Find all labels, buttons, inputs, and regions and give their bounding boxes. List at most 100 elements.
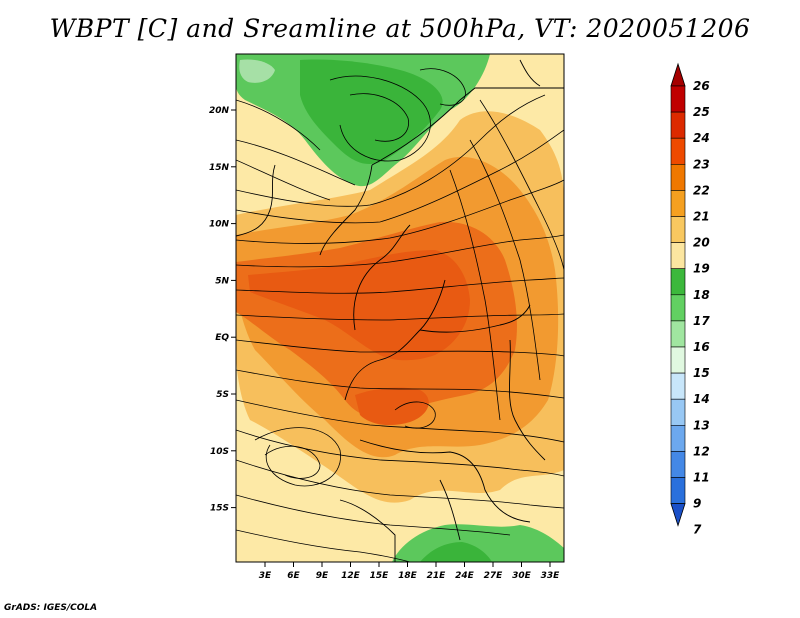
streamline — [236, 234, 564, 268]
streamline — [254, 427, 341, 487]
colorbar-swatch — [670, 190, 686, 217]
streamline — [236, 529, 411, 562]
colorbar-swatch — [670, 346, 686, 374]
colorbar-label: 14 — [693, 392, 710, 406]
colorbar-swatch — [670, 268, 686, 296]
lat-tick-label: EQ — [215, 333, 229, 343]
colorbar-swatch — [670, 111, 686, 139]
colorbar-label: 26 — [693, 79, 710, 93]
colorbar-label: 7 — [693, 523, 702, 537]
colorbar-label: 18 — [693, 288, 710, 302]
border-line — [339, 499, 396, 562]
border-line — [236, 164, 276, 237]
colorbar-swatch — [670, 398, 686, 426]
lon-tick-label: 33E — [541, 571, 561, 581]
streamline — [349, 93, 409, 142]
streamline — [236, 139, 356, 186]
colorbar-swatch — [670, 164, 686, 191]
lat-tick-label: 15S — [210, 504, 229, 514]
colorbar-label: 21 — [693, 210, 710, 224]
colorbar-swatch — [670, 216, 686, 243]
shade-16-17-south — [420, 542, 492, 562]
streamline — [449, 169, 501, 421]
shade-18-light-north — [239, 59, 275, 83]
lat-tick-label: 20N — [209, 106, 230, 116]
lat-tick-label: 5N — [215, 276, 229, 286]
lon-tick-label: 30E — [512, 571, 532, 581]
colorbar-label: 16 — [693, 340, 710, 354]
colorbar-label: 20 — [693, 236, 710, 250]
colorbar-swatch — [670, 477, 686, 504]
lat-tick-label: 10N — [209, 220, 230, 230]
border-line — [353, 224, 411, 331]
colorbar-bottom-arrow — [670, 503, 686, 527]
lon-tick-label: 15E — [370, 571, 390, 581]
streamline — [236, 459, 564, 509]
colorbar-swatch — [670, 294, 686, 322]
lon-tick-label: 24E — [455, 571, 475, 581]
map-frame — [235, 53, 565, 563]
streamline — [236, 129, 564, 224]
streamline — [236, 339, 564, 357]
colorbar-swatch — [670, 451, 686, 478]
colorbar-swatch — [670, 372, 686, 400]
border-line — [319, 164, 373, 256]
lon-tick-label: 3E — [259, 571, 272, 581]
chart-title: WBPT [C] and Sreamline at 500hPa, VT: 20… — [49, 14, 751, 43]
streamline — [236, 159, 331, 201]
colorbar-label: 19 — [693, 262, 710, 276]
streamline — [236, 313, 564, 321]
latitude-axis: 20N 15N 10N 5N EQ 5S 10S 15S — [209, 106, 236, 514]
border-line — [359, 439, 531, 523]
shade-16-17-north — [300, 59, 443, 165]
border-line — [519, 59, 541, 87]
streamline — [264, 446, 321, 479]
colorbar-label: 24 — [693, 131, 710, 145]
colorbar-label: 9 — [693, 497, 701, 511]
streamlines — [236, 68, 564, 562]
lon-tick-label: 27E — [484, 571, 504, 581]
streamline — [469, 139, 541, 381]
colorbar-label: 23 — [693, 157, 710, 171]
border-line — [509, 339, 546, 461]
streamline — [236, 369, 564, 399]
colorbar-label: 17 — [693, 314, 710, 328]
colorbar-label: 12 — [693, 444, 710, 458]
colorbar-label: 11 — [693, 471, 710, 485]
streamline — [236, 179, 564, 244]
wbpt-shading — [236, 54, 564, 562]
lon-tick-label: 21E — [427, 571, 447, 581]
colorbar-swatch — [670, 85, 686, 113]
streamline — [236, 277, 564, 294]
footer-credit: GrADS: IGES/COLA — [4, 603, 98, 613]
colorbar: 26 25 24 23 22 21 20 19 18 17 16 15 14 13 12 11 9 7 — [670, 62, 710, 537]
shade-23-24 — [248, 250, 470, 361]
streamline — [236, 99, 321, 151]
streamline — [394, 401, 436, 429]
longitude-axis: 3E 6E 9E 12E 15E 18E 21E 24E 27E 30E 33E — [259, 562, 560, 581]
lat-tick-label: 15N — [209, 163, 230, 173]
lat-tick-label: 10S — [210, 447, 229, 457]
colorbar-swatch — [670, 137, 686, 165]
colorbar-top-arrow — [670, 62, 686, 87]
shade-23-24-south — [355, 387, 429, 426]
border-line — [344, 279, 446, 401]
colorbar-swatch — [670, 242, 686, 270]
streamline — [479, 99, 564, 271]
colorbar-swatch — [670, 320, 686, 348]
streamline — [236, 494, 511, 536]
lon-tick-label: 9E — [316, 571, 329, 581]
lon-tick-label: 6E — [287, 571, 300, 581]
colorbar-label: 22 — [693, 183, 710, 197]
lat-tick-label: 5S — [216, 390, 229, 400]
colorbar-label: 25 — [693, 105, 710, 119]
streamline — [419, 68, 466, 106]
border-line — [419, 304, 531, 333]
lon-tick-label: 12E — [341, 571, 361, 581]
colorbar-label: 13 — [693, 418, 710, 432]
border-line — [371, 87, 564, 166]
colorbar-label: 15 — [693, 366, 710, 380]
country-borders — [236, 59, 564, 562]
colorbar-swatch — [670, 424, 686, 452]
streamline — [329, 75, 431, 162]
